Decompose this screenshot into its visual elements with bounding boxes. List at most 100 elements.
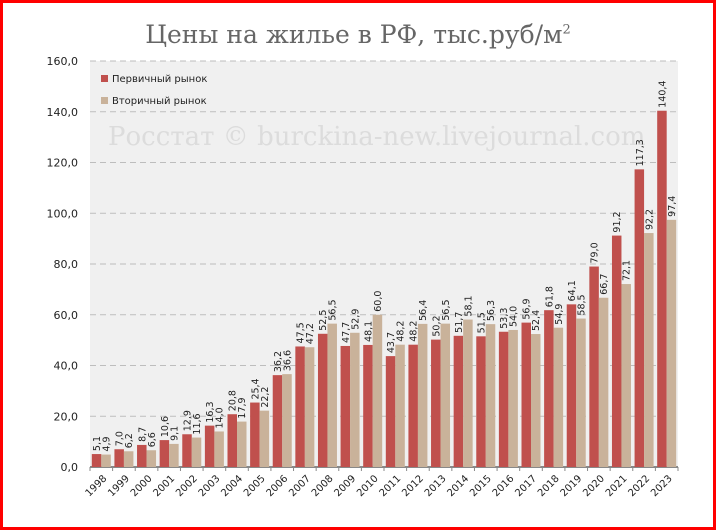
y-tick-label: 160,0 xyxy=(47,55,79,68)
bar-primary xyxy=(91,454,102,467)
legend-swatch xyxy=(101,75,108,82)
bar-secondary xyxy=(259,410,270,467)
bar-secondary xyxy=(101,454,111,467)
data-label: 54,9 xyxy=(554,304,565,325)
x-tick-label: 2007 xyxy=(287,473,313,499)
bar-secondary xyxy=(644,233,654,467)
data-label: 58,5 xyxy=(576,294,587,315)
bar-primary xyxy=(114,449,124,467)
bar-primary xyxy=(566,304,577,467)
data-label: 50,2 xyxy=(431,315,442,336)
bar-secondary xyxy=(372,314,383,467)
data-label: 22,2 xyxy=(260,387,271,408)
data-label: 60,0 xyxy=(373,291,384,312)
data-label: 52,5 xyxy=(318,310,329,331)
data-label: 17,9 xyxy=(237,397,248,418)
bar-primary xyxy=(317,333,328,467)
bar-primary xyxy=(159,440,170,467)
data-label: 43,7 xyxy=(386,332,397,353)
x-tick-label: 1999 xyxy=(106,473,132,499)
data-label: 79,0 xyxy=(590,242,601,263)
bar-primary xyxy=(385,356,396,467)
data-label: 4,9 xyxy=(102,436,113,451)
data-label: 16,3 xyxy=(205,401,216,422)
bar-primary xyxy=(521,322,531,467)
data-label: 7,0 xyxy=(115,431,126,446)
data-label: 97,4 xyxy=(667,196,678,217)
bar-secondary xyxy=(237,421,247,467)
x-tick-label: 2002 xyxy=(174,473,200,499)
bar-secondary xyxy=(304,347,315,467)
data-label: 47,2 xyxy=(305,323,316,344)
data-label: 56,9 xyxy=(522,298,533,319)
data-label: 52,4 xyxy=(531,310,542,331)
data-label: 53,3 xyxy=(499,308,510,329)
data-label: 25,4 xyxy=(250,378,261,399)
bar-primary xyxy=(363,344,373,467)
y-tick-label: 100,0 xyxy=(47,207,79,220)
bar-primary xyxy=(340,345,351,467)
x-tick-label: 2016 xyxy=(491,473,517,499)
bar-secondary xyxy=(463,319,473,467)
data-label: 72,1 xyxy=(622,260,633,281)
x-tick-label: 2001 xyxy=(151,473,177,499)
bar-primary xyxy=(634,169,645,467)
bar-secondary xyxy=(485,324,496,467)
bar-secondary xyxy=(553,327,564,467)
x-tick-label: 2008 xyxy=(310,473,336,499)
x-tick-label: 1998 xyxy=(84,473,110,499)
data-label: 58,1 xyxy=(463,295,474,316)
data-label: 66,7 xyxy=(599,274,610,295)
watermark-text: Росстат © burckina-new.livejournal.com xyxy=(108,122,645,152)
y-tick-label: 0,0 xyxy=(61,461,79,474)
bar-primary xyxy=(431,339,441,467)
x-tick-label: 2010 xyxy=(355,473,381,499)
bar-primary xyxy=(453,335,464,467)
bar-secondary xyxy=(417,323,428,467)
chart-title-superscript: 2 xyxy=(562,22,571,38)
data-label: 140,4 xyxy=(657,81,668,108)
x-tick-label: 2006 xyxy=(265,473,291,499)
data-label: 51,7 xyxy=(454,312,465,333)
data-label: 8,7 xyxy=(137,427,148,442)
bar-primary xyxy=(137,444,147,467)
bar-primary xyxy=(182,434,192,467)
y-tick-label: 120,0 xyxy=(47,157,79,170)
data-label: 9,1 xyxy=(169,426,180,441)
data-label: 6,2 xyxy=(124,433,135,448)
bar-secondary xyxy=(621,284,631,467)
y-tick-label: 60,0 xyxy=(54,309,79,322)
bar-secondary xyxy=(327,323,337,467)
legend-label: Первичный рынок xyxy=(112,74,207,85)
bar-primary xyxy=(295,346,305,467)
x-tick-label: 2021 xyxy=(604,473,630,499)
bar-secondary xyxy=(146,450,157,467)
bar-primary xyxy=(657,110,667,468)
legend-label: Вторичный рынок xyxy=(112,96,207,107)
data-label: 56,5 xyxy=(441,299,452,320)
x-tick-label: 2013 xyxy=(423,473,449,499)
x-tick-label: 2022 xyxy=(626,473,652,499)
chart-title-text: Цены на жилье в РФ, тыс.руб/м xyxy=(145,20,563,49)
x-tick-label: 2005 xyxy=(242,473,268,499)
data-label: 36,2 xyxy=(273,351,284,372)
data-label: 36,6 xyxy=(282,350,293,371)
data-label: 14,0 xyxy=(215,407,226,428)
data-label: 48,2 xyxy=(396,321,407,342)
data-label: 56,5 xyxy=(328,299,339,320)
x-tick-label: 2012 xyxy=(400,473,426,499)
x-tick-label: 2017 xyxy=(513,473,539,499)
data-label: 20,8 xyxy=(228,390,239,411)
y-tick-label: 40,0 xyxy=(54,360,79,373)
data-label: 48,2 xyxy=(409,321,420,342)
bar-primary xyxy=(611,235,622,467)
x-tick-label: 2014 xyxy=(445,473,471,499)
x-tick-label: 2020 xyxy=(581,473,607,499)
x-tick-label: 2000 xyxy=(129,473,155,499)
data-label: 48,1 xyxy=(363,321,374,342)
x-tick-label: 2003 xyxy=(197,473,223,499)
data-label: 12,9 xyxy=(183,410,194,431)
data-label: 91,2 xyxy=(612,211,623,232)
bar-secondary xyxy=(666,219,677,467)
